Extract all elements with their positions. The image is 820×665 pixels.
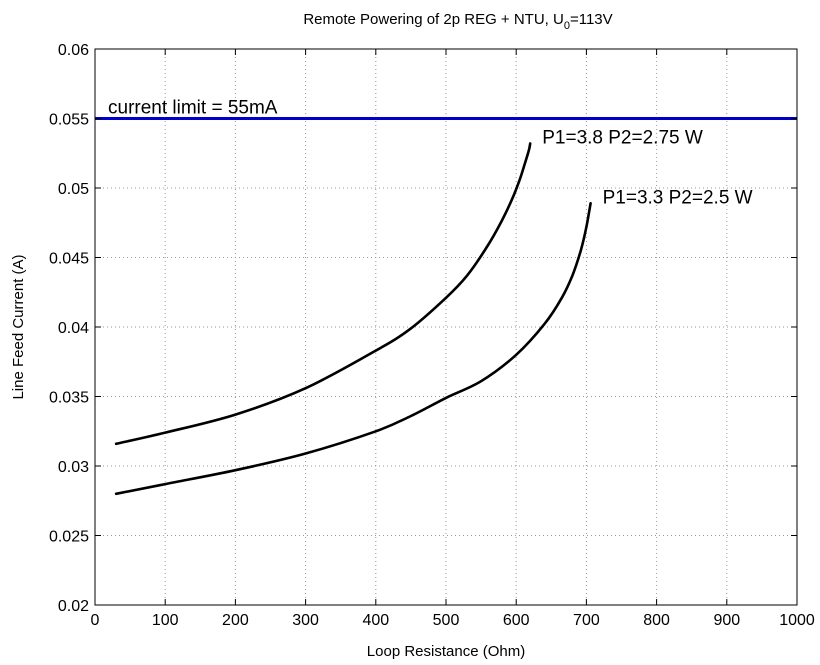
series-line-2: [114, 202, 592, 496]
series-label-2: P1=3.3 P2=2.5 W: [603, 187, 753, 208]
y-tick-label: 0.035: [49, 390, 89, 407]
series-label-1: P1=3.8 P2=2.75 W: [542, 128, 703, 149]
chart-title-suffix: =113V: [570, 11, 613, 28]
y-tick-label: 0.03: [58, 459, 89, 476]
y-tick-label: 0.025: [49, 529, 89, 546]
current-limit-group: current limit = 55mA: [95, 98, 797, 120]
x-tick-label: 0: [91, 612, 100, 629]
current-limit-label: current limit = 55mA: [108, 98, 278, 119]
grid-lines: [95, 49, 797, 605]
y-tick-label: 0.045: [49, 251, 89, 268]
x-tick-label: 800: [643, 612, 670, 629]
y-axis-label: Line Feed Current (A): [10, 254, 27, 399]
x-tick-label: 100: [152, 612, 179, 629]
x-tick-label: 200: [222, 612, 249, 629]
x-tick-label: 400: [362, 612, 389, 629]
y-tick-label: 0.05: [58, 181, 89, 198]
series-line-1: [114, 142, 532, 446]
y-tick-label: 0.04: [58, 320, 89, 337]
y-tick-label: 0.055: [49, 112, 89, 129]
axis-ticks: 0 100 200 300 400 500 600 700 800 900 1000 0.02 0.02…: [49, 42, 815, 629]
x-tick-label: 1000: [779, 612, 815, 629]
x-tick-label: 600: [503, 612, 530, 629]
chart-title-subscript: 0: [564, 20, 570, 32]
x-tick-label: 300: [292, 612, 319, 629]
y-tick-label: 0.06: [58, 42, 89, 59]
y-tick-label: 0.02: [58, 598, 89, 615]
chart-title: Remote Powering of 2p REG + NTU, U0=113V: [303, 11, 612, 32]
chart-title-prefix: Remote Powering of 2p REG + NTU, U: [303, 11, 564, 28]
x-tick-label: 900: [713, 612, 740, 629]
series-group: P1=3.8 P2=2.75 W P1=3.3 P2=2.5 W: [114, 128, 753, 496]
x-axis-label: Loop Resistance (Ohm): [367, 643, 525, 660]
x-tick-label: 700: [573, 612, 600, 629]
x-tick-label: 500: [433, 612, 460, 629]
